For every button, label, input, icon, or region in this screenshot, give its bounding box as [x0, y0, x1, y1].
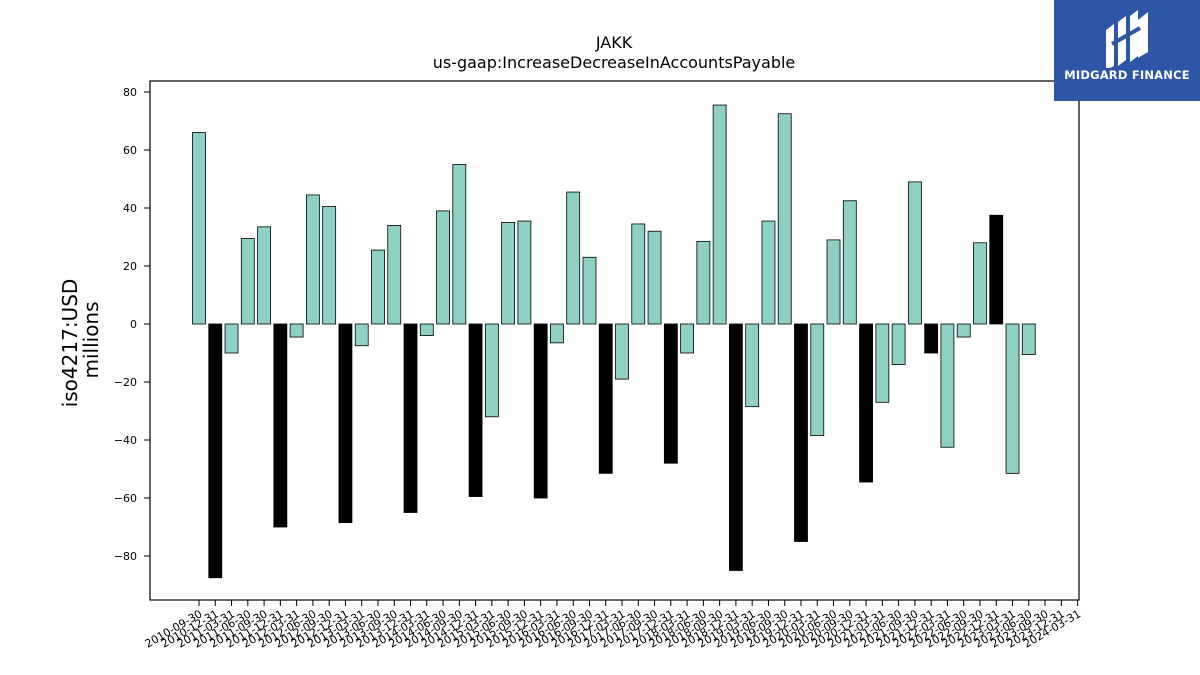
bar-2017-03-31 [615, 323, 629, 380]
y-tick-label: 60 [123, 144, 137, 157]
y-tick-label: −60 [114, 492, 137, 505]
bar-2018-12-31 [729, 323, 743, 571]
bar-2014-09-30 [452, 164, 467, 325]
midgard-finance-logo: MIDGARD FINANCE [1054, 0, 1200, 101]
bar-2014-03-31 [419, 323, 434, 337]
bar-2016-03-31 [550, 323, 564, 344]
bar-2019-09-30 [777, 113, 792, 325]
bar-2017-09-30 [647, 230, 662, 325]
bar-2013-03-31 [354, 323, 369, 347]
bar-2012-09-30 [322, 206, 337, 325]
bar-2015-06-30 [501, 222, 516, 325]
bar-2015-09-30 [517, 220, 532, 325]
bar-2019-03-31 [745, 323, 760, 408]
y-axis: −80 −60 −40 −20 0 20 40 60 80 [114, 86, 150, 563]
bar-2012-06-30 [305, 194, 320, 325]
chart-title: JAKK [595, 33, 633, 52]
logo-text: MIDGARD FINANCE [1064, 68, 1190, 82]
midgard-logo-icon [1106, 10, 1148, 68]
y-tick-label: −80 [114, 550, 137, 563]
bar-2016-12-31 [598, 323, 613, 474]
bar-2014-12-31 [468, 323, 483, 497]
bar-2011-06-30 [240, 238, 255, 325]
bar-2018-09-30 [712, 104, 727, 325]
bar-2015-12-31 [533, 323, 548, 499]
bar-2017-06-30 [631, 223, 646, 325]
bar-2013-06-30 [371, 249, 385, 325]
bar-2023-06-30 [1021, 323, 1036, 355]
bar-2013-09-30 [387, 224, 402, 325]
bar-2022-06-30 [956, 323, 971, 338]
bars-group [192, 104, 1036, 579]
chart-subtitle: us-gaap:IncreaseDecreaseInAccountsPayabl… [433, 53, 796, 72]
y-tick-label: 40 [123, 202, 137, 215]
bar-2023-03-31 [1005, 323, 1020, 474]
bar-2016-06-30 [566, 191, 581, 325]
bar-2020-03-31 [810, 323, 825, 437]
y-axis-label: iso4217:USD [58, 279, 82, 408]
bar-2018-06-30 [696, 240, 711, 325]
y-tick-label: −40 [114, 434, 137, 447]
bar-2018-03-31 [680, 323, 694, 354]
bar-2021-12-31 [924, 323, 939, 354]
y-axis-unit-label: millions [79, 301, 103, 378]
bar-2011-09-30 [257, 226, 271, 325]
plot-frame [149, 80, 1080, 601]
y-tick-label: −20 [114, 376, 137, 389]
bar-2019-06-30 [761, 220, 776, 325]
bar-2020-06-30 [826, 239, 841, 325]
bar-2021-03-31 [875, 323, 890, 403]
bar-2011-12-31 [273, 323, 288, 528]
y-tick-label: 20 [123, 260, 137, 273]
bar-2021-06-30 [891, 323, 906, 365]
bar-2020-12-31 [859, 323, 873, 483]
bar-2022-03-31 [940, 323, 955, 448]
bar-2017-12-31 [663, 323, 678, 464]
bar-2019-12-31 [794, 323, 808, 542]
bar-2012-12-31 [338, 323, 353, 524]
bar-2013-12-31 [403, 323, 418, 513]
x-axis: 2010-09-302010-12-312011-03-312011-06-30… [143, 600, 1083, 651]
bar-2016-09-30 [582, 256, 597, 325]
bar-2012-03-31 [289, 323, 304, 338]
bar-2022-09-30 [973, 242, 987, 325]
y-tick-label: 80 [123, 86, 137, 99]
bar-2010-12-31 [208, 323, 223, 579]
bar-2010-09-30 [192, 132, 206, 325]
bar-2020-09-30 [842, 200, 857, 325]
bar-2011-03-31 [224, 323, 239, 354]
bar-2022-12-31 [989, 214, 1004, 325]
bar-2021-09-30 [907, 181, 922, 325]
y-tick-label: 0 [130, 318, 137, 331]
bar-2015-03-31 [484, 323, 499, 418]
bar-2014-06-30 [436, 210, 450, 325]
